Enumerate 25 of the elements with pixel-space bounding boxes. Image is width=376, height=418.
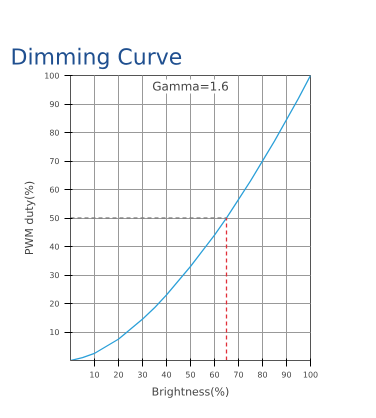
x-tick-label: 100: [302, 370, 318, 380]
x-tick-label: 60: [209, 370, 220, 380]
y-tick-label: 80: [49, 128, 60, 138]
y-tick-label: 60: [49, 186, 60, 194]
x-tick-label: 30: [137, 370, 148, 380]
line-series: [70, 76, 310, 360]
y-tick-label: 100: [44, 72, 60, 80]
x-tick-label: 40: [161, 370, 172, 380]
y-tick-label: 70: [49, 157, 60, 166]
x-tick-label: 10: [89, 370, 100, 380]
x-tick-label: 80: [257, 370, 268, 380]
y-tick-label: 90: [49, 100, 60, 109]
y-tick-label: 40: [49, 242, 60, 252]
x-tick-label: 70: [233, 370, 244, 380]
annotation: Gamma=1.6: [152, 80, 229, 94]
y-tick-label: 50: [49, 214, 60, 223]
x-tick-label: 90: [281, 370, 292, 380]
chart-title: Dimming Curve: [10, 46, 182, 70]
x-tick-label: 20: [113, 370, 124, 380]
y-tick-label: 10: [49, 328, 60, 337]
y-axis-title: PWM duty(%): [23, 180, 36, 256]
y-tick-label: 20: [49, 300, 60, 308]
x-axis-title: Brightness(%): [152, 386, 230, 398]
x-tick-label: 50: [185, 370, 196, 380]
y-tick-label: 30: [49, 271, 60, 280]
